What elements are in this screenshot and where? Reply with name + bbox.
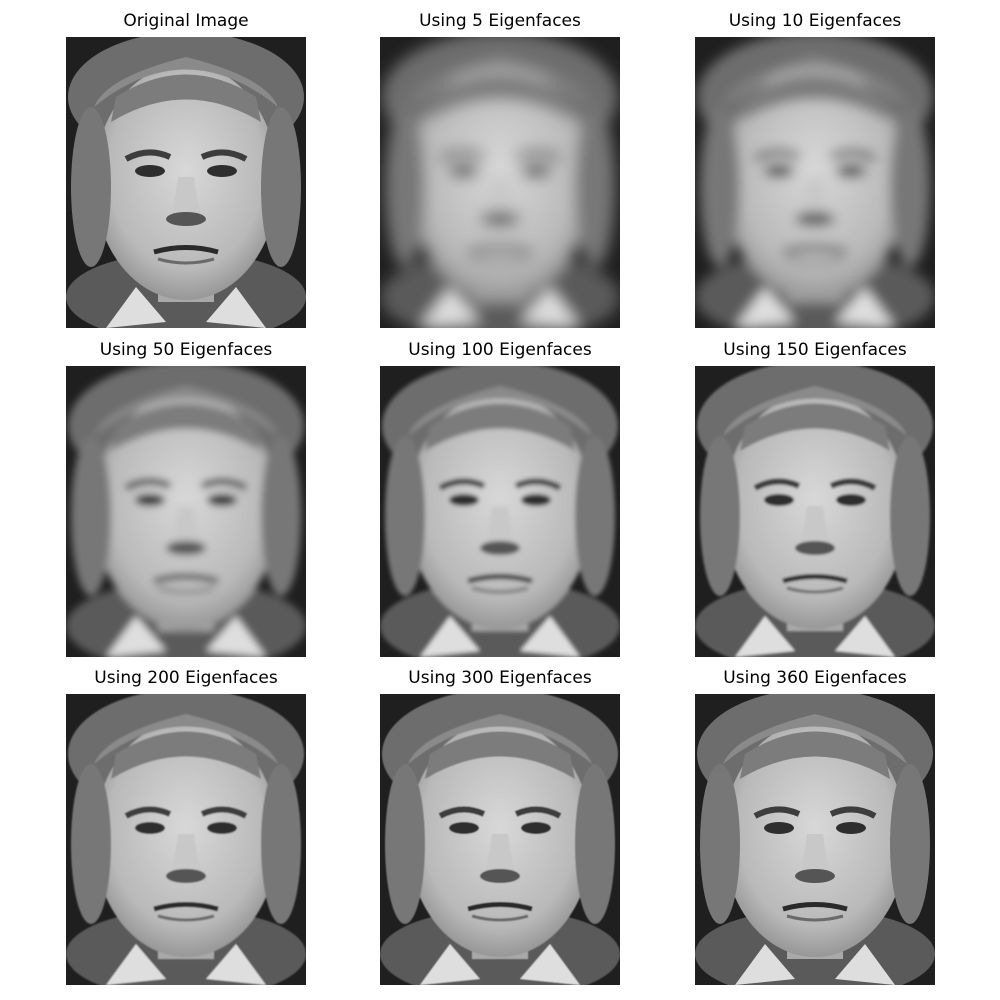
face-image: [695, 366, 935, 657]
panel-50-eigenfaces: Using 50 Eigenfaces: [66, 340, 306, 660]
panel-original: Original Image: [66, 11, 306, 331]
panel-title: Using 150 Eigenfaces: [723, 340, 907, 360]
panel-360-eigenfaces: Using 360 Eigenfaces: [695, 668, 935, 988]
panel-title: Using 50 Eigenfaces: [99, 340, 273, 360]
face-image: [380, 366, 620, 657]
panel-100-eigenfaces: Using 100 Eigenfaces: [380, 340, 620, 660]
face-image: [380, 694, 620, 985]
panel-200-eigenfaces: Using 200 Eigenfaces: [66, 668, 306, 988]
panel-title: Using 100 Eigenfaces: [408, 340, 592, 360]
face-image: [66, 37, 306, 328]
panel-5-eigenfaces: Using 5 Eigenfaces: [380, 11, 620, 331]
face-image: [695, 37, 935, 328]
panel-10-eigenfaces: Using 10 Eigenfaces: [695, 11, 935, 331]
face-image: [66, 694, 306, 985]
panel-300-eigenfaces: Using 300 Eigenfaces: [380, 668, 620, 988]
panel-150-eigenfaces: Using 150 Eigenfaces: [695, 340, 935, 660]
face-image: [695, 694, 935, 985]
panel-title: Using 300 Eigenfaces: [408, 668, 592, 688]
panel-title: Using 200 Eigenfaces: [94, 668, 278, 688]
face-image: [380, 37, 620, 328]
panel-title: Using 5 Eigenfaces: [419, 11, 581, 31]
panel-title: Using 10 Eigenfaces: [728, 11, 902, 31]
panel-title: Original Image: [123, 11, 249, 31]
panel-title: Using 360 Eigenfaces: [723, 668, 907, 688]
face-image: [66, 366, 306, 657]
